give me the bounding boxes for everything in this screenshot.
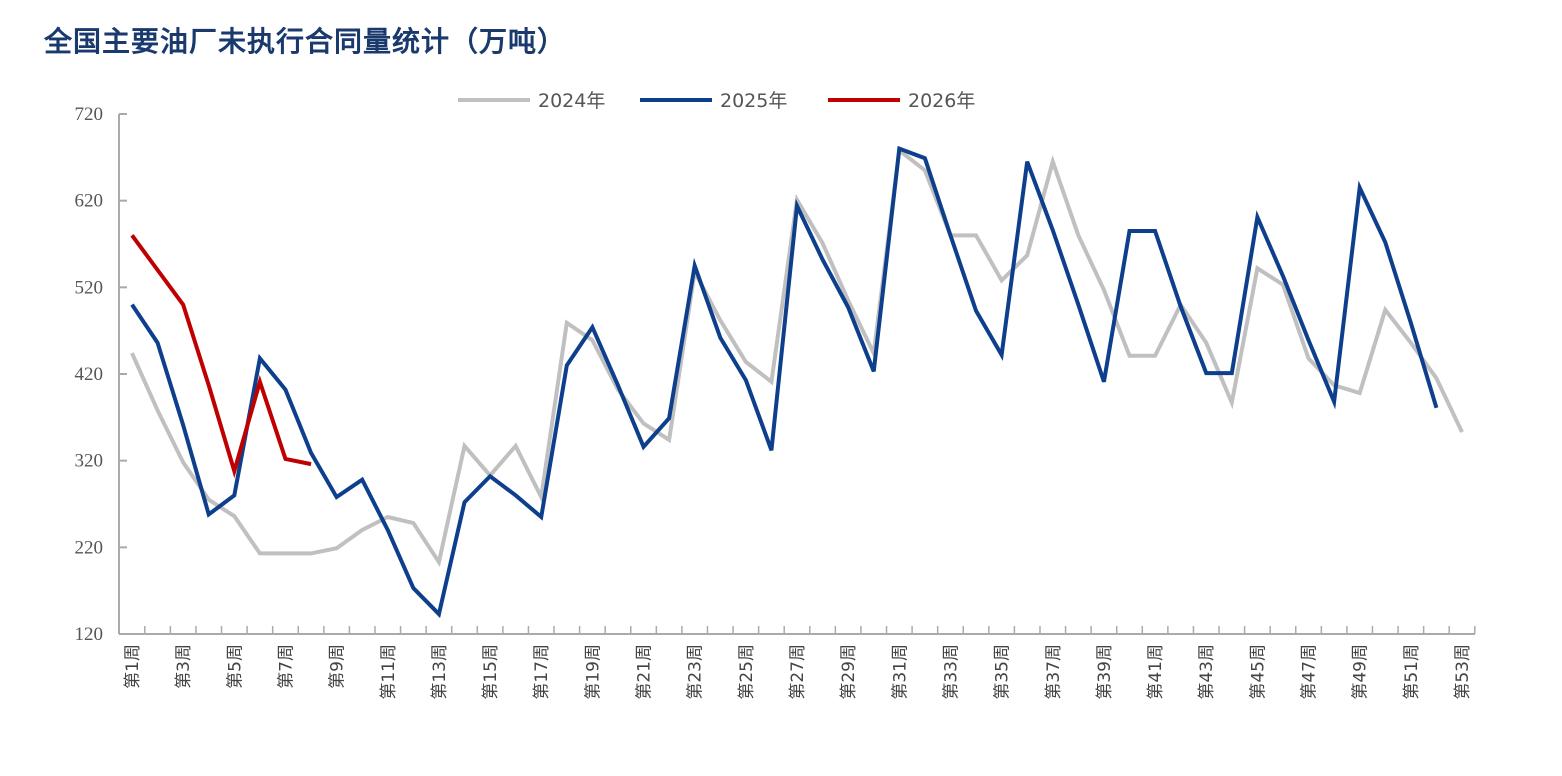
x-tick-label: 第17周 (532, 644, 552, 700)
x-tick-label: 第11周 (379, 644, 399, 700)
y-tick-label: 420 (75, 364, 104, 385)
x-tick-label: 第49周 (1351, 644, 1371, 700)
x-tick-label: 第29周 (839, 644, 859, 700)
y-tick-label: 320 (75, 451, 104, 472)
legend-label: 2024年 (538, 90, 605, 112)
x-tick-label: 第3周 (174, 644, 194, 689)
x-tick-label: 第15周 (481, 644, 501, 700)
y-tick-label: 720 (75, 104, 104, 125)
x-tick-label: 第51周 (1402, 644, 1422, 700)
x-tick-label: 第37周 (1044, 644, 1064, 700)
x-tick-label: 第47周 (1300, 644, 1320, 700)
x-tick-label: 第13周 (430, 644, 450, 700)
y-tick-label: 220 (75, 537, 104, 558)
x-tick-label: 第23周 (686, 644, 706, 700)
x-tick-label: 第41周 (1146, 644, 1166, 700)
x-tick-label: 第31周 (890, 644, 910, 700)
series-line-2025 (130, 145, 1439, 619)
x-tick-label: 第1周 (123, 644, 143, 689)
x-tick-label: 第19周 (583, 644, 603, 700)
x-tick-label: 第39周 (1095, 644, 1115, 700)
legend-label: 2026年 (908, 90, 975, 112)
x-tick-label: 第35周 (993, 644, 1013, 700)
x-tick-label: 第21周 (635, 644, 655, 700)
chart-title: 全国主要油厂未执行合同量统计（万吨） (44, 25, 567, 58)
x-tick-label: 第9周 (328, 644, 348, 689)
x-tick-label: 第27周 (788, 644, 808, 700)
x-tick-label: 第43周 (1197, 644, 1217, 700)
x-tick-label: 第45周 (1248, 644, 1268, 700)
x-tick-label: 第33周 (941, 644, 961, 700)
y-tick-label: 620 (75, 191, 104, 212)
x-tick-label: 第53周 (1453, 644, 1473, 700)
x-tick-label: 第25周 (737, 644, 757, 700)
legend-label: 2025年 (720, 90, 787, 112)
x-tick-label: 第7周 (276, 644, 296, 689)
series-line-2026 (130, 234, 312, 479)
y-tick-label: 520 (75, 277, 104, 298)
y-tick-label: 120 (75, 624, 104, 645)
x-tick-label: 第5周 (225, 644, 245, 689)
